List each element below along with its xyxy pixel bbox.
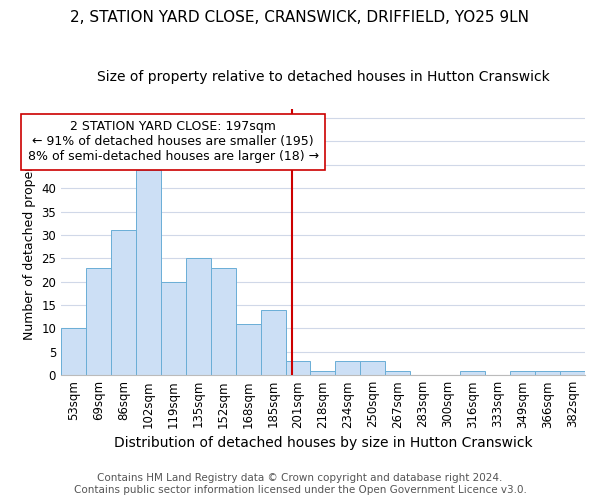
Bar [535, 370, 560, 375]
Bar [211, 268, 236, 375]
Bar [236, 324, 260, 375]
Bar [385, 370, 410, 375]
Bar [186, 258, 211, 375]
Title: Size of property relative to detached houses in Hutton Cranswick: Size of property relative to detached ho… [97, 70, 550, 84]
Bar [61, 328, 86, 375]
Bar [111, 230, 136, 375]
Bar [260, 310, 286, 375]
Bar [136, 170, 161, 375]
Bar [361, 361, 385, 375]
Bar [510, 370, 535, 375]
Bar [310, 370, 335, 375]
Text: 2 STATION YARD CLOSE: 197sqm
← 91% of detached houses are smaller (195)
8% of se: 2 STATION YARD CLOSE: 197sqm ← 91% of de… [28, 120, 319, 164]
Text: Contains HM Land Registry data © Crown copyright and database right 2024.
Contai: Contains HM Land Registry data © Crown c… [74, 474, 526, 495]
Bar [161, 282, 186, 375]
Bar [286, 361, 310, 375]
Text: 2, STATION YARD CLOSE, CRANSWICK, DRIFFIELD, YO25 9LN: 2, STATION YARD CLOSE, CRANSWICK, DRIFFI… [71, 10, 530, 25]
Bar [460, 370, 485, 375]
Bar [560, 370, 585, 375]
X-axis label: Distribution of detached houses by size in Hutton Cranswick: Distribution of detached houses by size … [113, 436, 532, 450]
Bar [335, 361, 361, 375]
Y-axis label: Number of detached properties: Number of detached properties [23, 144, 35, 340]
Bar [86, 268, 111, 375]
